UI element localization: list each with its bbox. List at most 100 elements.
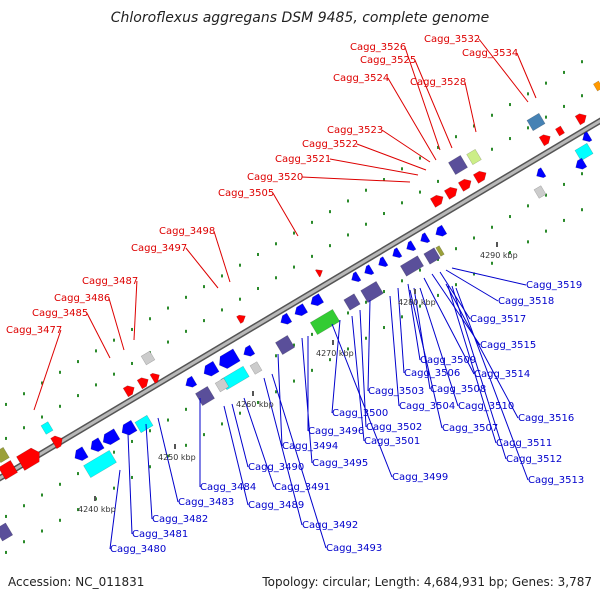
leader-line (419, 287, 459, 407)
leader-line (451, 285, 507, 460)
tick-dot (401, 167, 403, 171)
tick-dot (221, 308, 223, 312)
tick-dot (41, 415, 43, 419)
tick-dot (563, 104, 565, 108)
gene-block (140, 350, 156, 366)
gene-box (423, 247, 441, 265)
leader-line (447, 285, 497, 444)
tick-dot (275, 390, 277, 394)
tick-dot (311, 368, 313, 372)
gene-box (214, 377, 230, 393)
gene-block (40, 421, 54, 435)
tick-dot (221, 422, 223, 426)
gene-block (185, 375, 198, 388)
kbp-label: 4280 kbp (398, 298, 436, 307)
tick-dot (167, 454, 169, 458)
gene-features (0, 80, 600, 542)
leader-line (301, 337, 313, 464)
accession-text: Accession: NC_011831 (8, 575, 144, 589)
tick-dot (473, 272, 475, 276)
gene-label: Cagg_3480 (110, 544, 166, 555)
gene-box (249, 361, 263, 375)
tick-dot (509, 137, 511, 141)
kbp-scale-labels: 4240 kbp 4250 kbp 4260 kbp 4270 kbp 4280 kbp… (78, 242, 518, 514)
tick-dot (329, 210, 331, 214)
gene-box (40, 421, 54, 435)
gene-block (275, 335, 295, 355)
leader-line (109, 469, 121, 550)
tick-dot (563, 182, 565, 186)
kbp-tick (414, 289, 416, 294)
tick-dot (239, 411, 241, 415)
gene-arrow (406, 240, 417, 252)
gene-arrow (364, 264, 375, 276)
gene-box (360, 281, 384, 303)
leader-line (157, 417, 179, 503)
gene-block (214, 377, 230, 393)
leader-line (455, 287, 529, 481)
gene-arrow (429, 194, 444, 208)
leader-line (108, 297, 125, 351)
genome-summary-text: Topology: circular; Length: 4,684,931 bp… (261, 575, 592, 589)
leader-line (478, 38, 529, 103)
gene-block (399, 255, 425, 277)
gene-block (378, 256, 389, 268)
kbp-tick (94, 496, 96, 501)
tick-dot (473, 236, 475, 240)
gene-arrow (74, 446, 89, 461)
gene-block (392, 247, 403, 259)
gene-label: Cagg_3490 (248, 462, 304, 473)
gene-block (136, 377, 149, 390)
gene-block (435, 245, 445, 257)
tick-dot (491, 113, 493, 117)
leader-line (331, 319, 341, 414)
gene-block (593, 80, 600, 92)
gene-arrow (378, 256, 389, 268)
tick-dot (293, 343, 295, 347)
tick-dot (545, 229, 547, 233)
gene-block (364, 264, 375, 276)
tick-dot (5, 402, 7, 406)
leader-line (185, 247, 219, 289)
tick-dot (419, 304, 421, 308)
gene-label: Cagg_3484 (200, 482, 256, 493)
kbp-tick (496, 242, 498, 247)
gene-label: Cagg_3511 (496, 438, 552, 449)
gene-block (122, 385, 135, 398)
gene-label: Cagg_3501 (364, 436, 420, 447)
tick-dot (77, 394, 79, 398)
gene-box (0, 446, 10, 464)
gene-box (448, 155, 468, 175)
gene-label: Cagg_3510 (458, 401, 514, 412)
gene-block (466, 148, 482, 166)
leader-line (272, 192, 299, 237)
gene-block (435, 224, 448, 237)
leader-line (33, 329, 62, 411)
tick-dot (437, 293, 439, 297)
gene-label: Cagg_3519 (526, 280, 582, 291)
tick-dot (167, 418, 169, 422)
tick-dot (383, 212, 385, 216)
tick-dot (401, 315, 403, 319)
gene-label: Cagg_3493 (326, 543, 382, 554)
gene-block (472, 170, 487, 184)
tick-dot (167, 340, 169, 344)
gene-block (134, 414, 154, 434)
tick-dot (59, 404, 61, 408)
tick-dot (95, 349, 97, 353)
gene-box (399, 255, 425, 277)
gene-block (309, 308, 341, 336)
gene-label: Cagg_3516 (518, 413, 574, 424)
gene-label: Cagg_3515 (480, 340, 536, 351)
leader-line (409, 289, 443, 429)
leader-line (445, 269, 499, 302)
gene-block (236, 314, 246, 324)
tick-dot (185, 329, 187, 333)
gene-box (140, 350, 156, 366)
gene-block (457, 178, 472, 192)
gene-label: Cagg_3487 (82, 276, 138, 287)
gene-arrow (443, 186, 458, 200)
tick-dot (23, 540, 25, 544)
gene-arrow (50, 435, 63, 450)
gene-box (309, 308, 341, 336)
